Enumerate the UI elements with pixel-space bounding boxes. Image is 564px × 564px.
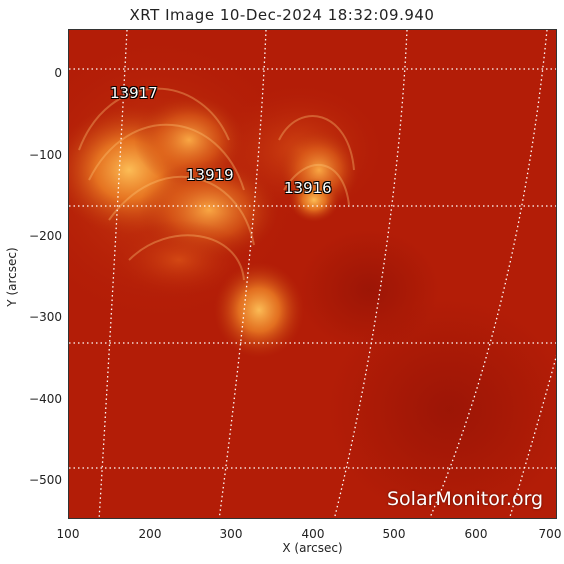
dark-region bbox=[299, 230, 439, 350]
x-tick-label: 300 bbox=[219, 527, 243, 541]
coronal-loops bbox=[78, 87, 355, 281]
dark-region bbox=[329, 300, 556, 518]
y-tick-label: −400 bbox=[29, 392, 62, 406]
solar-image-plot: 13917 13919 13916 bbox=[68, 29, 557, 519]
bright-core-emission bbox=[214, 262, 304, 358]
y-axis-label: Y (arcsec) bbox=[5, 247, 19, 307]
heliographic-grid bbox=[69, 30, 556, 518]
y-tick-label: 0 bbox=[54, 66, 62, 80]
plot-title: XRT Image 10-Dec-2024 18:32:09.940 bbox=[129, 6, 435, 24]
x-tick-label: 700 bbox=[538, 527, 562, 541]
solarmonitor-watermark: SolarMonitor.org bbox=[387, 488, 544, 510]
x-tick-label: 600 bbox=[464, 527, 488, 541]
region-label-13919: 13919 bbox=[186, 166, 234, 184]
y-tick-label: −100 bbox=[29, 148, 62, 162]
loop-emission bbox=[109, 220, 249, 300]
x-tick-label: 400 bbox=[301, 527, 325, 541]
x-tick-label: 200 bbox=[138, 527, 162, 541]
active-region-13916-core bbox=[289, 178, 339, 222]
region-label-13916: 13916 bbox=[284, 179, 332, 197]
xrt-solar-image bbox=[69, 30, 556, 518]
y-tick-label: −500 bbox=[29, 473, 62, 487]
x-tick-label: 100 bbox=[56, 527, 80, 541]
x-axis-label: X (arcsec) bbox=[282, 541, 343, 555]
y-tick-label: −300 bbox=[29, 310, 62, 324]
region-label-13917: 13917 bbox=[110, 84, 158, 102]
x-tick-label: 500 bbox=[382, 527, 406, 541]
y-tick-label: −200 bbox=[29, 229, 62, 243]
